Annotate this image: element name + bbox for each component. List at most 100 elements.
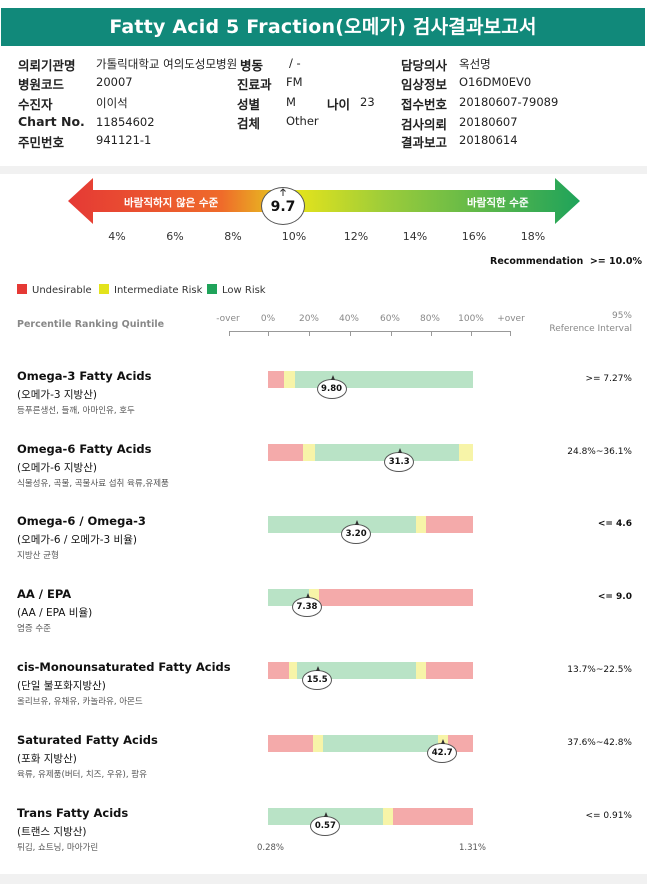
- info-value: 20180607-79089: [459, 95, 559, 109]
- row-reference-interval: 37.6%~42.8%: [567, 738, 632, 748]
- ref-title-line: Reference Interval: [549, 324, 632, 334]
- result-marker: 0.57: [310, 812, 341, 836]
- result-marker: 9.80: [316, 375, 347, 399]
- row-name: Omega-6 / Omega-3: [17, 514, 146, 528]
- scale-label: 80%: [419, 314, 440, 324]
- scale-tick: [229, 331, 230, 336]
- row-description: 등푸른생선, 들깨, 아마인유, 호두: [17, 406, 135, 416]
- legend-swatch: [99, 284, 109, 294]
- scale-axis: [229, 331, 511, 332]
- scale-label: 40%: [338, 314, 359, 324]
- bar-segment-red: [268, 662, 289, 679]
- bar-segment-green: [323, 735, 439, 752]
- scale-tick: [510, 331, 511, 336]
- result-marker: 15.5: [302, 666, 333, 690]
- row-name: Trans Fatty Acids: [17, 806, 129, 820]
- bar-segment-yellow: [458, 444, 473, 461]
- row-name: Saturated Fatty Acids: [17, 733, 158, 747]
- gauge-tick: 18%: [520, 230, 546, 243]
- ref-title-line: 95%: [611, 311, 632, 321]
- bar-segment-red: [425, 662, 473, 679]
- trans-range-high: 1.31%: [459, 843, 487, 853]
- marker-pointer-icon: [330, 375, 335, 380]
- row-reference-interval: 24.8%~36.1%: [567, 447, 632, 457]
- row-korean-name: (AA / EPA 비율): [17, 607, 93, 619]
- percentile-bar: [268, 371, 473, 388]
- percentile-bar: [268, 662, 473, 679]
- scale-label: 0%: [260, 314, 276, 324]
- bar-segment-yellow: [284, 371, 295, 388]
- bar-segment-yellow: [302, 444, 316, 461]
- gauge-tick: 10%: [281, 230, 307, 243]
- scale-tick: [268, 331, 269, 336]
- scale-tick: [471, 331, 472, 336]
- legend-swatch: [207, 284, 217, 294]
- scale-tick: [431, 331, 432, 336]
- info-value: 이이석: [96, 96, 128, 110]
- info-label: 나이: [327, 97, 351, 112]
- row-korean-name: (오메가-6 / 오메가-3 비율): [17, 534, 137, 546]
- gauge-tick: 16%: [461, 230, 487, 243]
- marker-pointer-icon: [355, 520, 360, 525]
- scale-label: 100%: [458, 314, 484, 324]
- info-label: 임상정보: [401, 77, 448, 92]
- info-value: 옥선명: [459, 57, 491, 71]
- gauge-tick: 8%: [224, 230, 242, 243]
- legend-swatch: [17, 284, 27, 294]
- gauge-tick: 6%: [166, 230, 184, 243]
- section-divider: [0, 166, 647, 174]
- info-label: Chart No.: [18, 114, 85, 129]
- scale-label: 60%: [379, 314, 400, 324]
- scale-label: 20%: [298, 314, 319, 324]
- row-description: 식물성유, 곡물, 곡물사료 섭취 육류,유제품: [17, 479, 169, 489]
- bar-segment-red: [393, 808, 473, 825]
- info-label: 주민번호: [18, 135, 65, 150]
- info-label: 병원코드: [18, 77, 65, 92]
- bar-segment-yellow: [382, 808, 394, 825]
- row-name: cis-Monounsaturated Fatty Acids: [17, 660, 231, 674]
- row-korean-name: (포화 지방산): [17, 753, 77, 765]
- bar-segment-red: [268, 371, 285, 388]
- info-value: / -: [289, 56, 301, 70]
- marker-pointer-icon: [398, 448, 403, 453]
- bar-segment-red: [268, 735, 314, 752]
- row-description: 염증 수준: [17, 624, 51, 634]
- percentile-title: Percentile Ranking Quintile: [17, 319, 165, 330]
- row-name: Omega-6 Fatty Acids: [17, 442, 152, 456]
- legend-label: Low Risk: [222, 285, 266, 296]
- gauge-tick: 14%: [402, 230, 428, 243]
- info-value: 20180607: [459, 115, 518, 129]
- info-label: 검사의뢰: [401, 117, 448, 132]
- scale-tick: [350, 331, 351, 336]
- result-marker: 7.38: [291, 593, 322, 617]
- marker-pointer-icon: [316, 666, 321, 671]
- recommendation: Recommendation >= 10.0%: [490, 256, 643, 267]
- row-description: 올리브유, 유채유, 카놀라유, 아몬드: [17, 697, 143, 707]
- marker-pointer-icon: [324, 812, 329, 817]
- bar-segment-red: [425, 516, 473, 533]
- info-value: O16DM0EV0: [459, 75, 532, 89]
- info-value: 20180614: [459, 133, 518, 147]
- row-reference-interval: 13.7%~22.5%: [567, 665, 632, 675]
- result-marker: 3.20: [341, 520, 372, 544]
- info-label: 의뢰기관명: [18, 58, 76, 73]
- bar-segment-red: [319, 589, 473, 606]
- legend-label: Intermediate Risk: [114, 285, 203, 296]
- marker-pointer-icon: [441, 739, 446, 744]
- info-label: 진료과: [237, 77, 272, 92]
- row-description: 육류, 유제품(버터, 치즈, 우유), 팜유: [17, 770, 147, 780]
- gauge-pointer-icon: [280, 188, 286, 196]
- row-reference-interval: <= 9.0: [597, 592, 632, 602]
- row-korean-name: (트랜스 지방산): [17, 826, 87, 838]
- scale-label: -over: [216, 314, 240, 324]
- result-marker: 31.3: [384, 448, 415, 472]
- result-value: 7.38: [296, 602, 318, 612]
- info-value: 가톨릭대학교 여의도성모병원: [96, 57, 238, 71]
- bar-segment-yellow: [415, 662, 426, 679]
- info-value: FM: [286, 75, 303, 89]
- info-value: Other: [286, 114, 319, 128]
- result-marker: 42.7: [427, 739, 458, 763]
- row-reference-interval: <= 0.91%: [585, 811, 632, 821]
- row-description: 지방산 균형: [17, 551, 59, 561]
- info-label: 담당의사: [401, 58, 448, 73]
